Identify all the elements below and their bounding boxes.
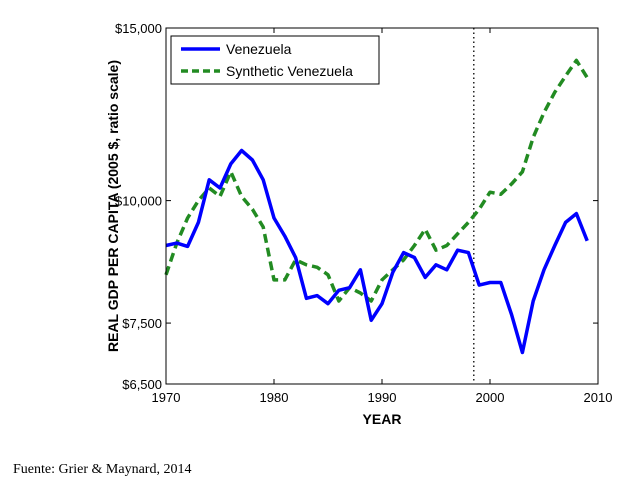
tick-labels: 1970 1980 1990 2000 2010 $6,500 $7,500 $10,000 $… xyxy=(115,21,612,405)
series-line-synthetic-venezuela xyxy=(164,58,589,303)
plot-area xyxy=(166,28,598,384)
source-caption: Fuente: Grier & Maynard, 2014 xyxy=(13,462,192,477)
legend: Venezuela Synthetic Venezuela xyxy=(170,35,380,85)
x-axis-title: YEAR xyxy=(363,411,402,427)
plot-frame xyxy=(165,27,599,385)
legend-label-synthetic: Synthetic Venezuela xyxy=(226,63,353,79)
legend-box xyxy=(170,35,380,85)
x-tick-label: 1970 xyxy=(152,390,181,405)
y-tick-label: $15,000 xyxy=(115,21,162,36)
series-line-venezuela xyxy=(165,148,589,355)
y-axis-title: REAL GDP PER CAPITA (2005 $, ratio scale… xyxy=(105,60,121,352)
x-tick-label: 2010 xyxy=(584,390,613,405)
y-tick-label: $10,000 xyxy=(115,194,162,209)
series-layer xyxy=(164,58,589,355)
legend-label-venezuela: Venezuela xyxy=(226,41,292,57)
y-tick-label: $7,500 xyxy=(122,316,162,331)
x-tick-label: 1990 xyxy=(368,390,397,405)
x-tick-label: 1980 xyxy=(260,390,289,405)
x-tick-label: 2000 xyxy=(476,390,505,405)
y-tick-label: $6,500 xyxy=(122,377,162,392)
